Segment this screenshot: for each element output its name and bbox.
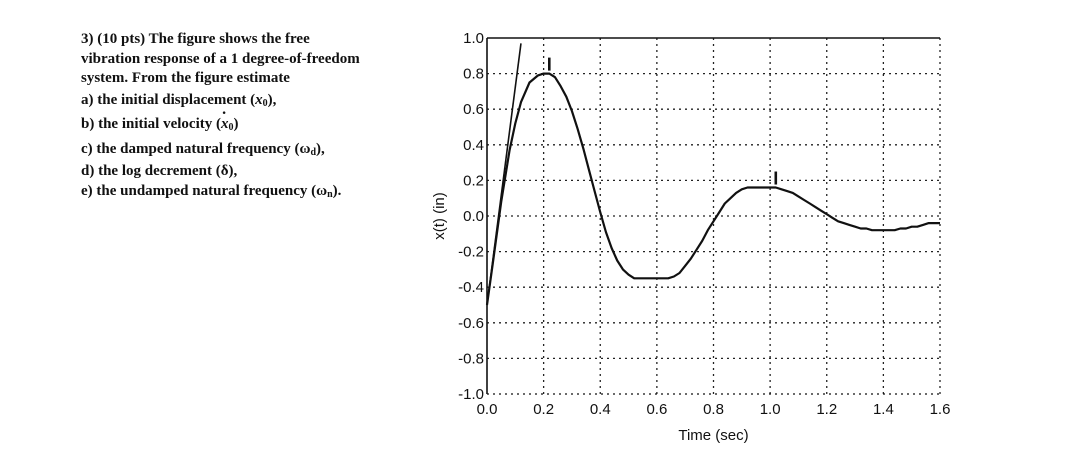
part-a-suffix: ),: [267, 91, 277, 108]
x-tick-label: 0.4: [590, 401, 611, 418]
response-curve: [485, 72, 940, 306]
part-e-subscript: n: [327, 188, 333, 200]
y-tick-label: 1.0: [463, 30, 484, 47]
y-tick-label: -1.0: [458, 386, 484, 403]
y-tick-label: 0.6: [463, 101, 484, 118]
problem-statement: 3) (10 pts) The figure shows the free vi…: [81, 30, 426, 204]
y-tick-label: 0.0: [463, 208, 484, 225]
problem-line-1: 3) (10 pts) The figure shows the free: [81, 31, 310, 47]
part-b: b) the initial velocity (x0): [81, 104, 426, 138]
y-axis-label: x(t) (in): [431, 192, 448, 240]
x-tick-label: 1.4: [873, 401, 894, 418]
part-c-text: c) the damped natural frequency (ω: [81, 140, 311, 157]
x-tick-label: 0.0: [477, 401, 498, 418]
part-e-text: e) the undamped natural frequency (ω: [81, 182, 328, 199]
part-e-suffix: ).: [332, 182, 342, 199]
problem-line-3: system. From the figure estimate: [81, 70, 290, 86]
part-b-text: b) the initial velocity (: [81, 116, 221, 132]
part-b-variable: x: [221, 104, 229, 135]
y-tick-label: 0.2: [463, 172, 484, 189]
part-d: d) the log decrement (δ),: [81, 163, 238, 179]
y-tick-label: -0.8: [458, 350, 484, 367]
x-tick-label: 0.8: [703, 401, 724, 418]
part-a-variable: x: [255, 91, 263, 108]
part-a-text: a) the initial displacement (: [81, 91, 256, 108]
part-c: c) the damped natural frequency (ωd),: [81, 140, 426, 163]
x-tick-label: 0.2: [533, 401, 554, 418]
part-b-suffix: ): [233, 116, 239, 132]
part-b-subscript: 0: [228, 122, 234, 133]
x-tick-label: 0.6: [646, 401, 667, 418]
y-tick-label: -0.2: [458, 244, 484, 261]
y-tick-label: 0.4: [463, 137, 484, 154]
part-c-subscript: d: [310, 146, 316, 158]
part-a: a) the initial displacement (x0),: [81, 91, 426, 114]
part-a-subscript: 0: [262, 97, 268, 109]
problem-line-2: vibration response of a 1 degree-of-free…: [81, 50, 360, 67]
y-tick-label: -0.6: [458, 315, 484, 332]
part-e: e) the undamped natural frequency (ωn).: [81, 182, 426, 205]
x-tick-label: 1.6: [930, 401, 951, 418]
x-tick-label: 1.2: [816, 401, 837, 418]
y-tick-label: -0.4: [458, 279, 484, 296]
x-axis-label: Time (sec): [678, 427, 748, 444]
x-tick-label: 1.0: [760, 401, 781, 418]
part-c-suffix: ),: [316, 140, 325, 157]
y-tick-label: 0.8: [463, 66, 484, 83]
